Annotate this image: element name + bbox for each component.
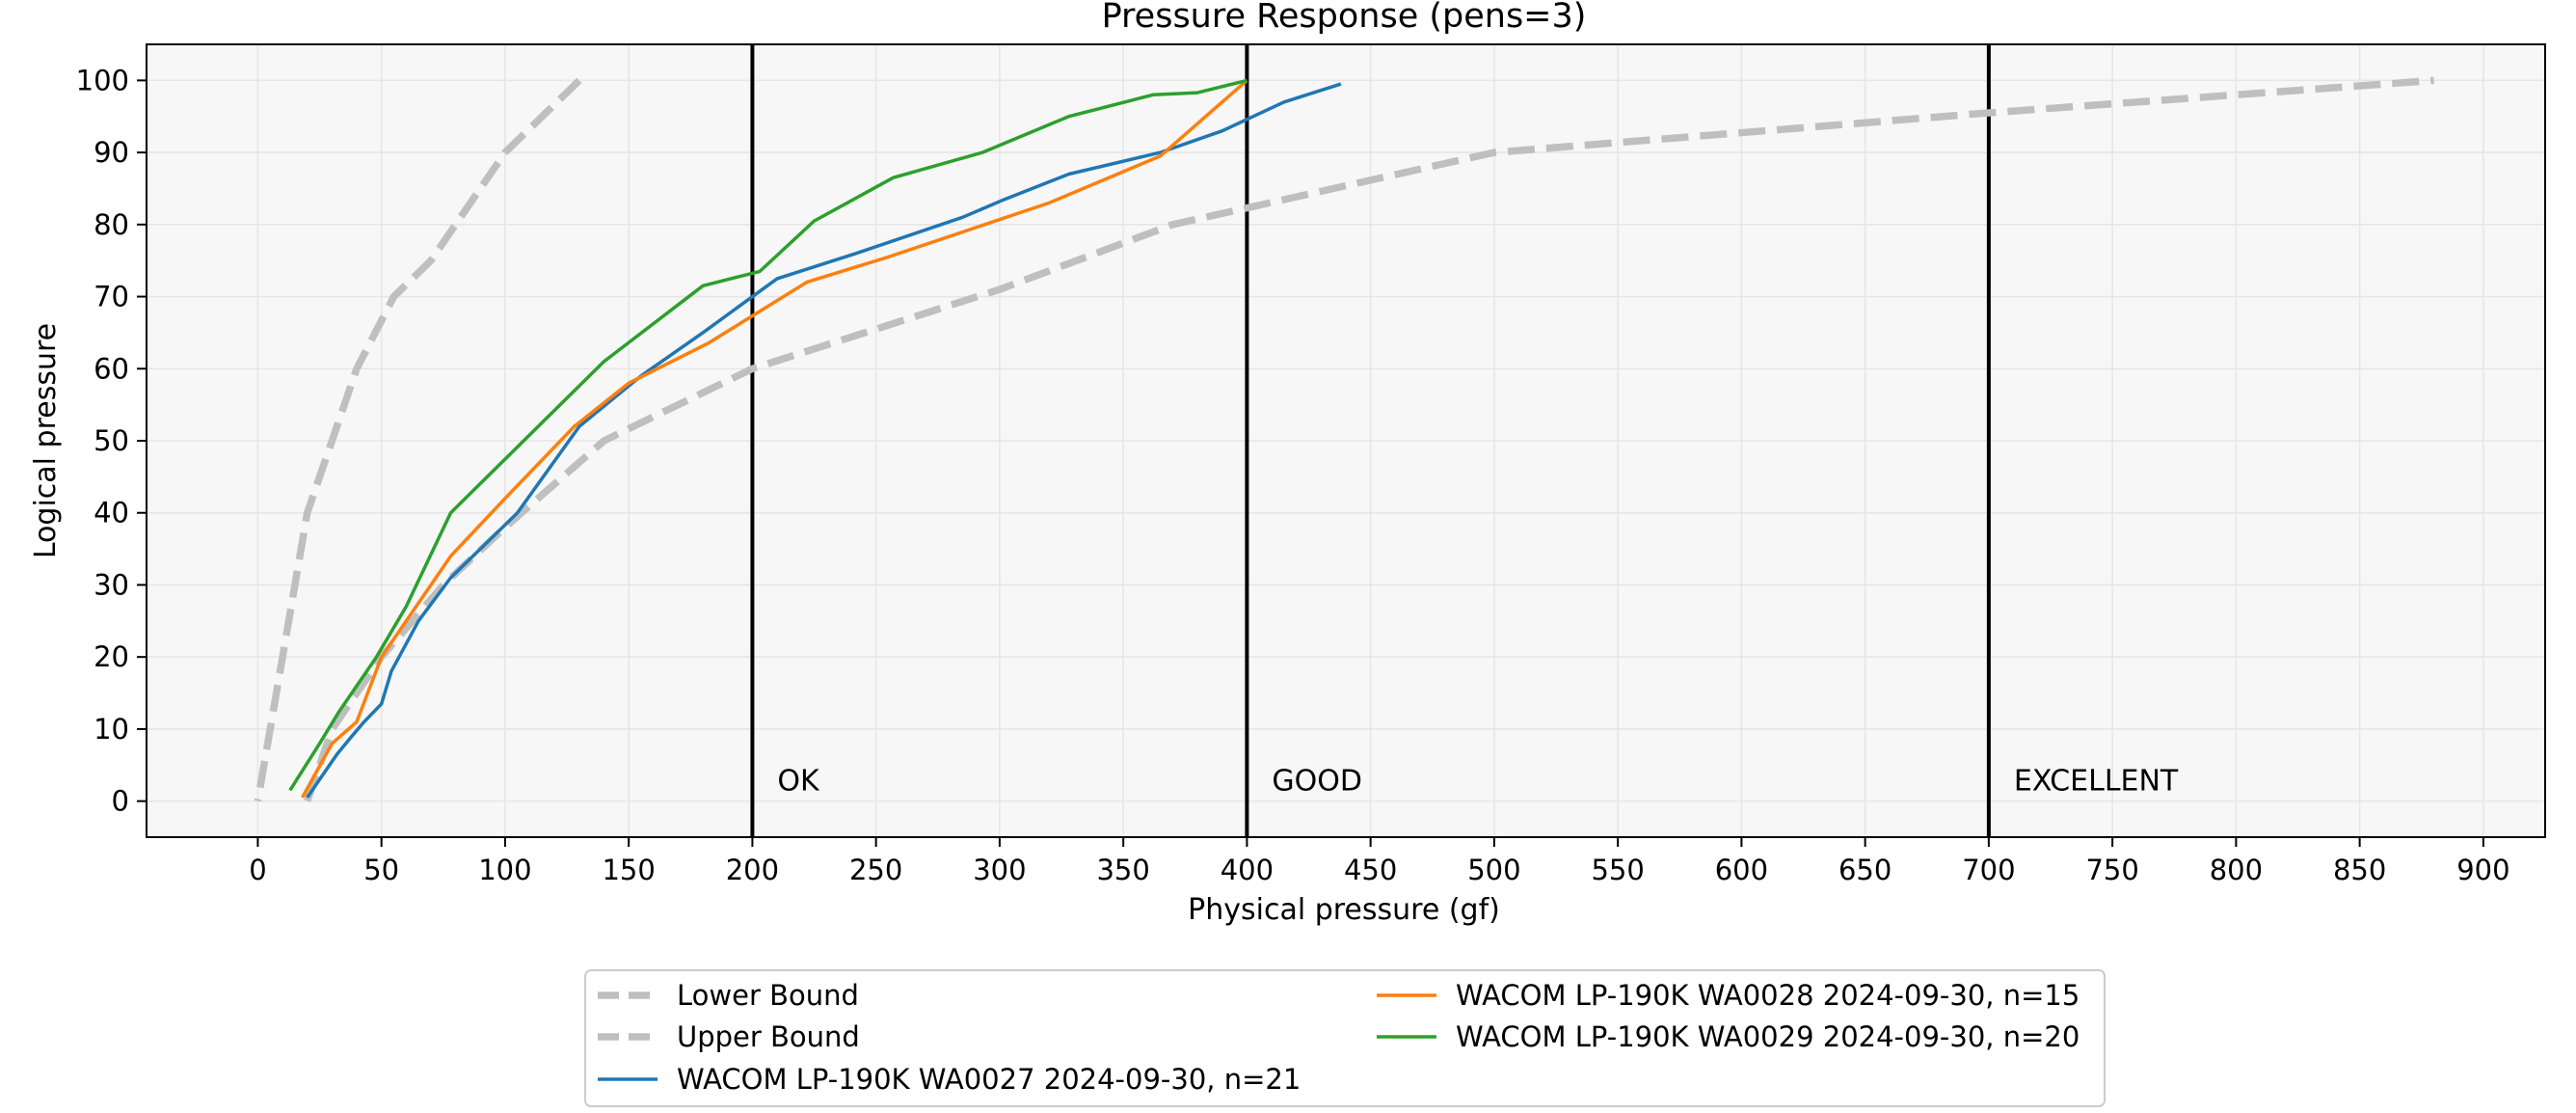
x-tick-label: 200: [726, 854, 779, 886]
x-tick-label: 450: [1344, 854, 1397, 886]
x-tick-label: 650: [1838, 854, 1892, 886]
series-line: [306, 82, 1342, 799]
x-axis-label: Physical pressure (gf): [1188, 893, 1500, 927]
y-tick-label: 50: [94, 424, 129, 457]
legend-label: WACOM LP-190K WA0029 2024-09-30, n=20: [1456, 1020, 2080, 1053]
x-tick-label: 800: [2210, 854, 2263, 886]
y-tick-label: 30: [94, 568, 129, 601]
x-tick-label: 100: [478, 854, 531, 886]
x-tick-label: 250: [849, 854, 902, 886]
y-tick-label: 10: [94, 713, 129, 746]
x-tick-label: 850: [2333, 854, 2386, 886]
legend-label: WACOM LP-190K WA0028 2024-09-30, n=15: [1456, 979, 2080, 1012]
x-tick-label: 300: [973, 854, 1026, 886]
x-tick-label: 50: [363, 854, 399, 886]
x-tick-label: 0: [249, 854, 266, 886]
y-tick-label: 100: [76, 64, 129, 96]
legend-label: WACOM LP-190K WA0027 2024-09-30, n=21: [677, 1063, 1301, 1096]
y-tick-label: 40: [94, 497, 129, 529]
series-line: [254, 77, 582, 802]
x-tick-label: 550: [1591, 854, 1644, 886]
threshold-label: OK: [777, 764, 820, 798]
x-tick-label: 350: [1096, 854, 1149, 886]
chart-title: Pressure Response (pens=3): [1102, 0, 1587, 36]
series-line: [301, 79, 1248, 799]
x-tick-label: 900: [2456, 854, 2509, 886]
y-tick-label: 80: [94, 208, 129, 241]
series-line: [288, 78, 1248, 792]
y-tick-label: 20: [94, 640, 129, 673]
x-tick-label: 750: [2085, 854, 2138, 886]
y-tick-label: 90: [94, 136, 129, 169]
y-tick-label: 70: [94, 281, 129, 313]
x-tick-label: 600: [1715, 854, 1768, 886]
series-line: [304, 76, 2434, 802]
threshold-label: GOOD: [1272, 764, 1362, 798]
legend-frame: [584, 969, 2106, 1107]
x-tick-label: 700: [1962, 854, 2015, 886]
x-tick-label: 500: [1467, 854, 1520, 886]
legend-label: Lower Bound: [677, 979, 859, 1012]
legend-label: Upper Bound: [677, 1020, 860, 1053]
y-tick-label: 60: [94, 352, 129, 385]
y-axis-label: Logical pressure: [29, 323, 63, 558]
legend: Lower Bound Upper Bound WACOM LP-190K WA00…: [584, 969, 2106, 1107]
y-tick-label: 0: [112, 785, 129, 818]
threshold-label: EXCELLENT: [2014, 764, 2179, 798]
x-tick-label: 400: [1221, 854, 1274, 886]
x-tick-label: 150: [602, 854, 655, 886]
